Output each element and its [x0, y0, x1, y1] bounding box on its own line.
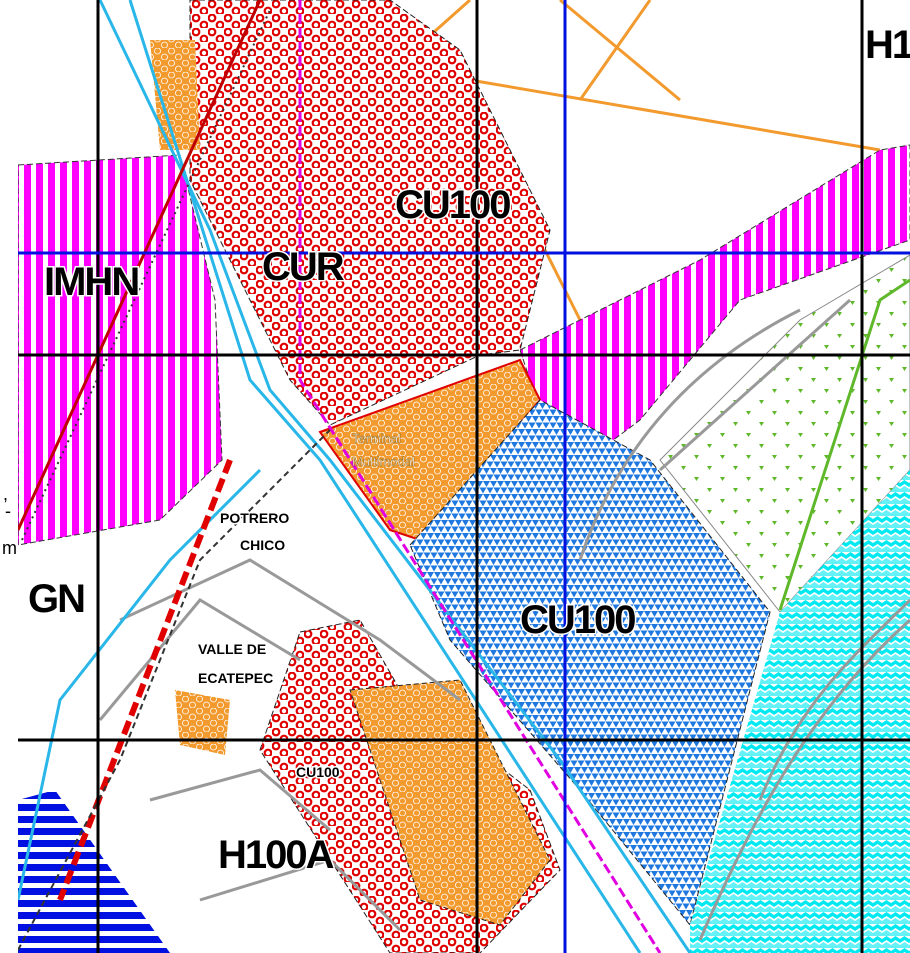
- zone-label: CU100: [520, 598, 635, 642]
- green-road: [778, 278, 910, 611]
- left-margin: [0, 0, 18, 953]
- streets: [98, 298, 910, 941]
- zone-magenta-left: [17, 154, 223, 546]
- zone-label: VALLE DE: [198, 641, 266, 657]
- zone-orange-small: [175, 690, 230, 755]
- edge-fragment: ,: [3, 484, 8, 504]
- zone-label: Terminal: [352, 431, 401, 446]
- edge-fragment: m: [2, 538, 17, 558]
- zone-label: GN: [28, 577, 84, 621]
- zone-label: POTRERO: [220, 510, 289, 526]
- zone-cyan: [690, 470, 910, 953]
- zone-magenta-right: [519, 144, 910, 451]
- edge-fragment: -: [5, 501, 11, 521]
- grid: [18, 0, 910, 953]
- zone-label: CU100: [296, 764, 340, 780]
- zone-label: IMHN: [44, 260, 138, 304]
- zone-green: [659, 254, 910, 613]
- zone-label: Multimodal: [352, 454, 415, 469]
- zone-blue-stripes: [18, 790, 170, 953]
- zone-orange-top: [150, 40, 200, 150]
- zone-label: H100A: [218, 833, 334, 877]
- zone-label: CU100: [395, 183, 510, 227]
- zone-blue: [409, 399, 771, 927]
- zone-label: H1: [865, 23, 910, 67]
- labels: H1 CU100 CUR IMHN Terminal Multimodal POTRERO C…: [2, 22, 910, 879]
- zone-label: CUR: [262, 245, 345, 289]
- zone-label: ECATEPEC: [198, 670, 273, 686]
- zone-label: CHICO: [240, 537, 285, 553]
- rail-roads: [16, 0, 692, 953]
